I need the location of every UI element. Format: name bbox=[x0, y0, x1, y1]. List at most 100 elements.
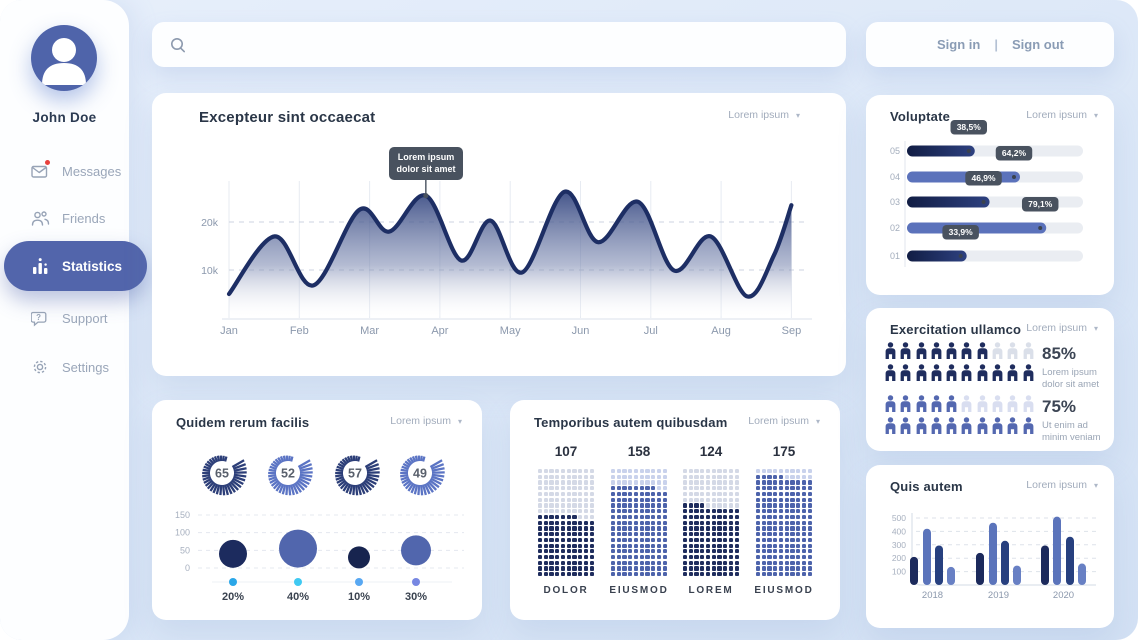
percent-caption: Lorem ipsum dolor sit amet bbox=[1042, 367, 1100, 391]
svg-text:300: 300 bbox=[892, 540, 906, 550]
svg-text:500: 500 bbox=[892, 513, 906, 523]
search-input[interactable] bbox=[198, 37, 830, 52]
value-badge bbox=[995, 146, 1033, 161]
dot-column-label: EIUSMOD bbox=[754, 585, 814, 597]
svg-text:04: 04 bbox=[890, 172, 900, 182]
card-menu[interactable]: Lorem ipsum ▾ bbox=[728, 109, 800, 121]
dot-grid bbox=[756, 469, 812, 577]
card-menu[interactable]: Lorem ipsum ▾ bbox=[390, 415, 462, 427]
card-menu[interactable]: Lorem ipsum ▾ bbox=[1026, 322, 1098, 334]
sidebar-item-statistics[interactable]: Statistics bbox=[4, 241, 147, 291]
menu-dot-icon: ▾ bbox=[1093, 480, 1098, 490]
bubble-dot bbox=[294, 578, 302, 586]
svg-text:Apr: Apr bbox=[431, 325, 448, 337]
menu-dot-icon: ▾ bbox=[795, 110, 800, 120]
card-title: Voluptate bbox=[890, 109, 951, 124]
sign-out-link[interactable]: Sign out bbox=[1012, 37, 1064, 52]
dot-column-value: 158 bbox=[627, 444, 651, 459]
dot-column-dolor: 107 DOLOR bbox=[530, 444, 602, 596]
svg-text:46,9%: 46,9% bbox=[971, 173, 996, 183]
bubble-40% bbox=[279, 529, 317, 568]
auth-divider: | bbox=[994, 37, 998, 52]
person-icon bbox=[884, 364, 897, 386]
sidebar: John Doe Messages Friends Statistics? Suppo… bbox=[0, 0, 147, 640]
auth-card: Sign in | Sign out bbox=[866, 22, 1114, 67]
card-menu[interactable]: Lorem ipsum ▾ bbox=[1026, 109, 1098, 121]
person-icon bbox=[945, 417, 958, 439]
svg-text:May: May bbox=[500, 325, 521, 337]
menu-dot-icon: ▾ bbox=[1093, 110, 1098, 120]
person-icon bbox=[991, 395, 1004, 417]
menu-dot-icon: ▾ bbox=[457, 416, 462, 426]
person-icon bbox=[960, 342, 973, 364]
svg-text:400: 400 bbox=[892, 526, 906, 536]
person-icon bbox=[1006, 342, 1019, 364]
svg-text:05: 05 bbox=[890, 146, 900, 156]
sidebar-item-messages[interactable]: Messages bbox=[0, 152, 129, 190]
sidebar-item-friends[interactable]: Friends bbox=[0, 199, 129, 237]
card-title: Exercitation ullamco bbox=[890, 322, 1022, 337]
card-exercitation: Exercitation ullamco Lorem ipsum ▾ 85% Lo… bbox=[866, 308, 1114, 451]
dot-grid bbox=[611, 469, 667, 577]
dot-column-eiusmod: 158 EIUSMOD bbox=[603, 444, 675, 596]
person-icon bbox=[899, 395, 912, 417]
person-icon bbox=[884, 342, 897, 364]
dot-column-eiusmod: 175 EIUSMOD bbox=[748, 444, 820, 596]
svg-text:Jun: Jun bbox=[572, 325, 590, 337]
bar-group-2020 bbox=[1041, 516, 1086, 585]
card-voluptate: Voluptate Lorem ipsum ▾ 05 38,5% 04 64,2% 03… bbox=[866, 95, 1114, 295]
person-icon bbox=[945, 395, 958, 417]
friends-icon bbox=[30, 208, 50, 228]
people-row bbox=[884, 417, 1035, 439]
person-icon bbox=[1006, 364, 1019, 386]
person-icon bbox=[884, 417, 897, 439]
person-icon bbox=[976, 395, 989, 417]
gear-icon bbox=[30, 357, 50, 377]
sidebar-item-support[interactable]: ? Support bbox=[0, 299, 129, 337]
svg-text:?: ? bbox=[36, 313, 41, 322]
card-menu[interactable]: Lorem ipsum ▾ bbox=[1026, 479, 1098, 491]
svg-text:65: 65 bbox=[215, 467, 229, 481]
percent-value: 85% bbox=[1042, 344, 1077, 363]
svg-text:30%: 30% bbox=[405, 591, 427, 603]
bubble-dot bbox=[229, 578, 237, 586]
svg-text:01: 01 bbox=[890, 251, 900, 261]
dot-column-label: DOLOR bbox=[543, 585, 589, 597]
card-title: Excepteur sint occaecat bbox=[199, 109, 376, 126]
sign-in-link[interactable]: Sign in bbox=[937, 37, 981, 52]
dot-grid bbox=[683, 469, 739, 577]
person-icon bbox=[976, 342, 989, 364]
sidebar-item-label: Statistics bbox=[62, 258, 123, 274]
svg-text:10%: 10% bbox=[348, 591, 370, 603]
card-title: Quis autem bbox=[890, 479, 963, 494]
search-bar[interactable] bbox=[152, 22, 846, 67]
percent-caption: Ut enim ad minim veniam bbox=[1042, 420, 1101, 444]
dot-column-label: LOREM bbox=[688, 585, 734, 597]
person-icon bbox=[1022, 364, 1035, 386]
svg-text:52: 52 bbox=[281, 467, 295, 481]
svg-text:03: 03 bbox=[890, 197, 900, 207]
card-menu[interactable]: Lorem ipsum ▾ bbox=[748, 415, 820, 427]
person-icon bbox=[930, 417, 943, 439]
people-row bbox=[884, 395, 1035, 417]
card-temporibus: Temporibus autem quibusdam Lorem ipsum ▾… bbox=[510, 400, 840, 620]
search-icon bbox=[168, 35, 188, 55]
svg-text:20k: 20k bbox=[201, 217, 219, 229]
svg-text:20%: 20% bbox=[222, 591, 244, 603]
person-icon bbox=[899, 342, 912, 364]
hbar-04 bbox=[907, 171, 1020, 183]
sidebar-item-settings[interactable]: Settings bbox=[0, 348, 129, 386]
svg-text:0: 0 bbox=[185, 563, 190, 573]
person-icon bbox=[930, 342, 943, 364]
svg-text:150: 150 bbox=[175, 510, 190, 520]
people-row bbox=[884, 342, 1035, 364]
svg-text:Jul: Jul bbox=[644, 325, 658, 337]
bubble-dot bbox=[412, 578, 420, 586]
sidebar-item-label: Messages bbox=[62, 163, 122, 179]
person-icon bbox=[1006, 395, 1019, 417]
svg-text:Sep: Sep bbox=[782, 325, 802, 337]
menu-dot-icon: ▾ bbox=[815, 416, 820, 426]
svg-text:02: 02 bbox=[890, 223, 900, 233]
dot-column-value: 124 bbox=[699, 444, 723, 459]
svg-text:79,1%: 79,1% bbox=[1028, 199, 1053, 209]
